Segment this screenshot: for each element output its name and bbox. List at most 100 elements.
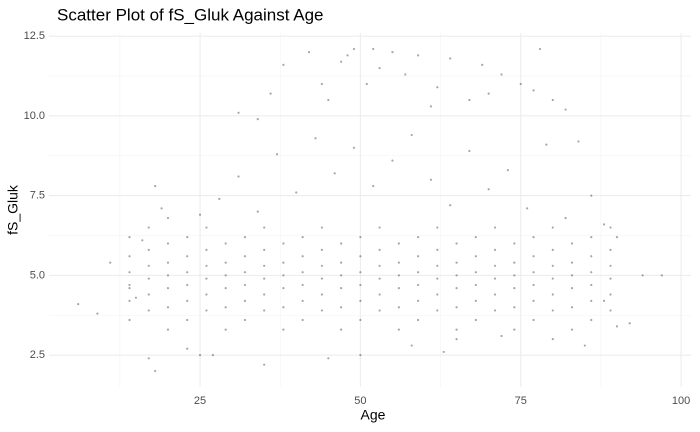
point [551,98,554,102]
y-axis-label: fS_Gluk [5,184,21,235]
point [609,226,612,229]
point [493,309,497,312]
point [372,47,375,51]
point [481,63,484,66]
point [506,169,509,172]
point [609,309,612,312]
point [564,108,567,111]
point [474,318,477,322]
point [513,274,516,277]
point [378,293,381,296]
point [378,248,381,251]
point [282,261,285,264]
point [532,236,535,239]
point [320,82,323,86]
point [602,223,606,226]
point [109,261,112,264]
point [609,277,612,280]
x-tick-label: 100 [672,395,690,407]
point [166,306,170,309]
point [551,338,554,341]
point [359,283,362,287]
point [359,236,362,239]
point [295,191,298,194]
point [397,261,400,264]
point [391,51,394,54]
x-tick-label: 75 [515,395,527,407]
point [147,293,150,296]
point [590,236,593,239]
point [493,248,497,251]
point [378,66,381,70]
point [609,248,612,251]
point [378,226,381,229]
point [609,293,612,296]
point [551,248,554,251]
points [77,47,663,373]
point [301,283,304,287]
point [513,261,516,264]
point [378,309,381,312]
point [359,299,362,302]
point [147,357,150,360]
y-tick-label: 2.5 [30,349,45,361]
point [365,82,368,86]
point [417,255,420,258]
point [186,318,189,322]
point [474,255,477,258]
point [275,153,279,156]
point [359,354,362,357]
point [301,299,304,302]
point [417,271,420,274]
point [224,242,227,245]
y-tick-label: 7.5 [30,190,45,202]
point [186,283,189,287]
point [77,302,80,306]
point [128,318,131,322]
point [205,226,208,229]
point [327,357,330,360]
point [224,306,227,309]
point [468,149,471,153]
point [564,216,567,220]
point [609,264,612,267]
point [320,293,323,296]
point [532,255,535,258]
point [96,312,99,315]
point [474,236,477,239]
point [320,277,323,280]
point [237,175,240,178]
point [320,248,323,251]
point [590,283,593,287]
point [166,216,170,220]
point [166,261,170,264]
point [590,255,593,258]
point [590,318,593,322]
point [256,210,259,213]
point [352,47,356,51]
point [134,296,138,299]
point [186,347,189,350]
point [147,264,150,267]
point [391,159,394,162]
point [340,274,343,277]
point [256,118,259,121]
x-tick-label: 25 [194,395,206,407]
point [301,271,304,274]
point [493,277,497,280]
point [166,242,170,245]
point [526,207,529,210]
point [570,287,574,290]
point [166,328,170,331]
point [224,274,227,277]
point [141,239,144,242]
point [660,274,663,277]
point [320,264,323,267]
point [570,274,574,277]
point [455,242,458,245]
point [160,207,163,210]
point [615,325,619,328]
point [532,89,535,92]
point [500,334,503,338]
point [551,277,554,280]
